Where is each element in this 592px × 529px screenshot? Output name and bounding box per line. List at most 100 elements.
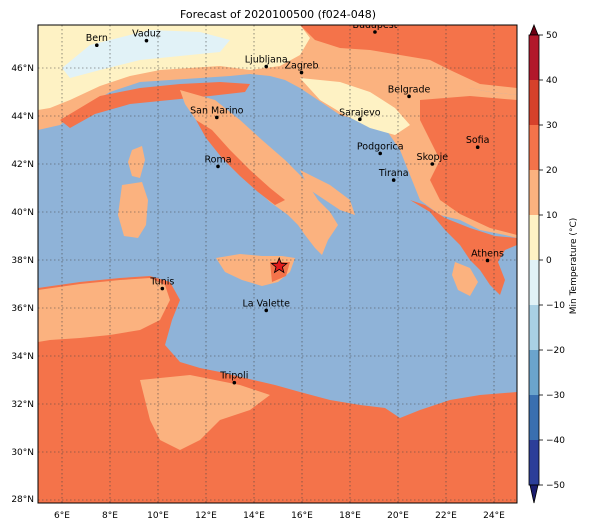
- colorbar: 50 40 30 20 10 0 −10 −20 −30 −40 −50 Min Temperatu…: [528, 23, 579, 504]
- colorbar-band: [529, 125, 539, 171]
- city-dot: [216, 164, 220, 169]
- lat-axis: 46°N 44°N 42°N 40°N 38°N 36°N 34°N 32°N …: [11, 64, 34, 505]
- city-label: Bern: [86, 33, 108, 44]
- city-dot: [485, 258, 490, 263]
- lon-tick: 16°E: [291, 511, 313, 521]
- colorbar-band: [529, 215, 539, 261]
- city-label: Roma: [204, 154, 231, 165]
- city-label: Budapest: [352, 20, 397, 31]
- city-dot: [264, 308, 269, 313]
- city-dot: [95, 43, 99, 47]
- colorbar-tick-label: 10: [546, 211, 558, 221]
- land-peloponnese: [452, 262, 478, 296]
- lon-tick: 22°E: [435, 511, 457, 521]
- lon-tick: 8°E: [102, 511, 118, 521]
- city-label: Tirana: [378, 168, 409, 179]
- colorbar-tick-label: −30: [546, 391, 565, 401]
- city-dot: [299, 70, 304, 75]
- northern-warm-zone: [300, 25, 517, 88]
- lon-tick: 20°E: [387, 511, 409, 521]
- city-label: Belgrade: [388, 84, 431, 95]
- alps-cold-zone: [62, 30, 230, 78]
- city-label: Sofia: [466, 135, 490, 146]
- city-dot: [232, 380, 237, 385]
- city-label: Tripoli: [219, 371, 248, 382]
- colorbar-band: [529, 80, 539, 126]
- colorbar-tick-label: −10: [546, 301, 565, 311]
- colorbar-tick-label: 50: [546, 31, 558, 41]
- lat-tick: 32°N: [11, 400, 34, 410]
- city-dot: [475, 145, 480, 149]
- land-corsica: [128, 146, 145, 178]
- colorbar-tick-label: 40: [546, 76, 558, 86]
- italy-heel: [300, 170, 355, 215]
- land-italy: [180, 90, 338, 255]
- city-dot: [215, 115, 219, 120]
- colorbar-max-arrow: [529, 23, 539, 36]
- colorbar-tick-label: −20: [546, 346, 565, 356]
- lat-tick: 40°N: [11, 208, 34, 218]
- balkans-warm-zone: [420, 96, 517, 235]
- city-dot: [430, 162, 435, 166]
- lon-tick: 6°E: [54, 511, 70, 521]
- city-dot: [391, 178, 396, 182]
- colorbar-tick-label: 30: [546, 121, 558, 131]
- city-dot: [264, 64, 269, 69]
- po-valley-warm: [60, 82, 250, 128]
- africa-mild-zone: [38, 278, 170, 342]
- city-label: Vaduz: [132, 29, 161, 40]
- city-dot: [373, 30, 377, 34]
- lat-tick: 36°N: [11, 304, 34, 314]
- lat-tick: 46°N: [11, 64, 34, 74]
- city-label: Skopje: [417, 152, 449, 163]
- lon-tick: 24°E: [483, 511, 505, 521]
- lon-axis: 6°E 8°E 10°E 12°E 14°E 16°E 18°E 20°E 22…: [54, 511, 505, 521]
- map-frame: [37, 24, 518, 504]
- colorbar-tick-label: −40: [546, 436, 565, 446]
- colorbar-band: [529, 350, 539, 396]
- colorbar-band: [529, 260, 539, 306]
- colorbar-tick-label: 0: [546, 256, 552, 266]
- city-label: La Valette: [242, 298, 290, 309]
- land-sardinia: [118, 182, 148, 238]
- city-label: Sarajevo: [339, 107, 381, 118]
- africa-mild-patch: [140, 375, 270, 450]
- lon-tick: 18°E: [339, 511, 361, 521]
- map-title: Forecast of 2020100500 (f024-048): [180, 8, 376, 21]
- land-greece: [410, 200, 517, 295]
- city-dot: [358, 117, 362, 122]
- lat-tick: 28°N: [11, 495, 34, 505]
- lon-tick: 14°E: [243, 511, 265, 521]
- lat-tick: 34°N: [11, 352, 34, 362]
- lon-tick: 10°E: [147, 511, 169, 521]
- city-label: San Marino: [190, 105, 243, 116]
- sicily-warm-zone: [270, 262, 290, 282]
- star-marker-icon: [270, 256, 288, 274]
- colorbar-band: [529, 440, 539, 486]
- colorbar-tick-label: 20: [546, 166, 558, 176]
- lat-tick: 30°N: [11, 448, 34, 458]
- city-label: Podgorica: [357, 141, 404, 152]
- city-dot: [407, 94, 411, 99]
- colorbar-label: Min Temperature (°C): [569, 218, 579, 315]
- italy-warm-coast: [196, 120, 285, 205]
- lat-tick: 42°N: [11, 160, 34, 170]
- colorbar-band: [529, 35, 539, 81]
- city-dot: [378, 151, 383, 156]
- city-label: Zagreb: [285, 61, 319, 72]
- colorbar-tick-label: −50: [546, 481, 565, 491]
- lon-tick: 12°E: [195, 511, 217, 521]
- balkans-cool-zone: [300, 78, 410, 135]
- colorbar-min-arrow: [529, 484, 539, 504]
- lat-tick: 44°N: [11, 112, 34, 122]
- city-dot: [144, 38, 149, 43]
- city-label: Athens: [471, 248, 504, 259]
- colorbar-band: [529, 170, 539, 216]
- colorbar-band: [529, 305, 539, 351]
- city-label: Ljubljana: [245, 55, 288, 66]
- city-dot: [160, 286, 165, 291]
- lat-tick: 38°N: [11, 256, 34, 266]
